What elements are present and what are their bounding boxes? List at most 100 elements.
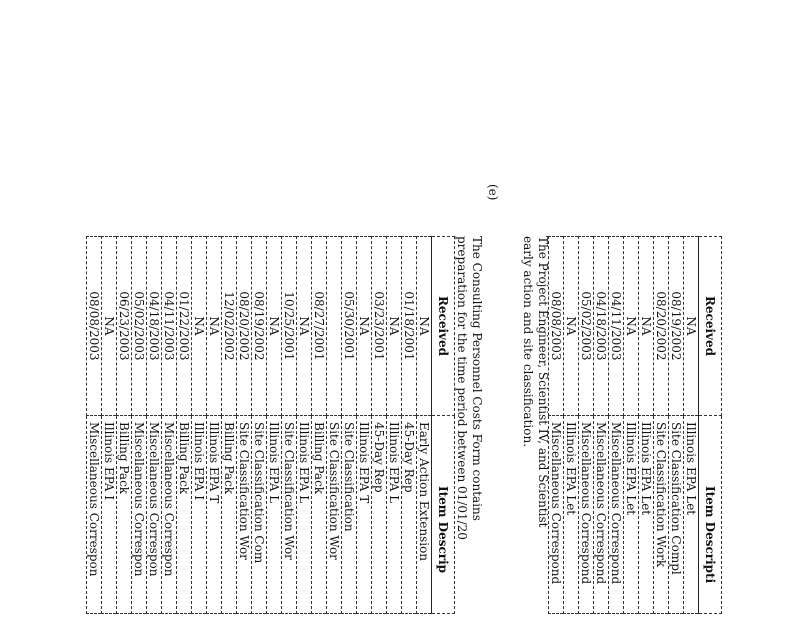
table-row: NA Illinois EPA Let <box>683 236 699 614</box>
header-received: Received <box>431 236 455 416</box>
item-description-cell: Billing Pack <box>221 415 237 614</box>
table-row: 04/18/2003 Miscellaneous Correspond <box>593 236 609 614</box>
received-date-cell: 08/20/2002 <box>653 236 669 416</box>
item-description-cell: Site Classification Wor <box>236 415 252 614</box>
item-description-cell: Illinois EPA L <box>386 415 402 614</box>
paragraph-project-engineer: The Project Engineer, Scientist IV, and … <box>520 236 550 614</box>
received-date-cell: NA <box>386 236 402 416</box>
received-items-table-1: Received Item Descripti NA Illinois EPA L… <box>548 236 722 614</box>
received-date-cell: 05/02/2003 <box>578 236 594 416</box>
received-date-cell: 05/02/2003 <box>131 236 147 416</box>
received-date-cell: NA <box>296 236 312 416</box>
item-description-cell: Miscellaneous Correspon <box>161 415 177 614</box>
item-description-cell: Illinois EPA L <box>266 415 282 614</box>
table-row: 08/20/2002 Site Classification Work <box>653 236 669 614</box>
received-date-cell: NA <box>206 236 222 416</box>
item-description-cell: 45-Day Rep <box>401 415 417 614</box>
table-row: 08/27/2001 Billing Pack <box>311 236 327 614</box>
item-description-cell: Illinois EPA L <box>296 415 312 614</box>
received-date-cell: 03/23/2001 <box>371 236 387 416</box>
item-description-cell: Illinois EPA T <box>206 415 222 614</box>
table-row: 05/02/2003 Miscellaneous Correspon <box>131 236 147 614</box>
table-row: NA Illinois EPA T <box>356 236 372 614</box>
received-date-cell: NA <box>623 236 639 416</box>
received-date-cell: NA <box>356 236 372 416</box>
table-row: 05/02/2003 Miscellaneous Correspond <box>578 236 594 614</box>
item-description-cell: Miscellaneous Correspon <box>146 415 162 614</box>
table-row: 06/23/2003 Billing Pack <box>116 236 132 614</box>
table-row: 05/30/2001 Site Classification <box>341 236 357 614</box>
table-row: NA Illinois EPA I <box>191 236 207 614</box>
table-row: NA Illinois EPA T <box>206 236 222 614</box>
received-date-cell: 06/23/2003 <box>116 236 132 416</box>
header-item-description: Item Descripti <box>698 415 722 614</box>
item-description-cell: Site Classification <box>341 415 357 614</box>
item-description-cell: Billing Pack <box>116 415 132 614</box>
paragraph-line: preparation for the time period between … <box>455 236 469 540</box>
table-row: NA Illinois EPA L <box>386 236 402 614</box>
table-row: NA Illinois EPA Let <box>563 236 579 614</box>
received-date-cell: 08/19/2002 <box>668 236 684 416</box>
paragraph-line: The Consulting Personnel Costs Form cont… <box>470 236 484 521</box>
table-row: 12/02/2002 Billing Pack <box>221 236 237 614</box>
table-row: Site Classification Wor <box>326 236 342 614</box>
table-row: 01/22/2003 Billing Pack <box>176 236 192 614</box>
received-date-cell: NA <box>266 236 282 416</box>
item-description-cell: Site Classification Wor <box>326 415 342 614</box>
received-date-cell: 10/25/2001 <box>281 236 297 416</box>
received-date-cell: 08/19/2002 <box>251 236 267 416</box>
table-row: NA Illinois EPA Let <box>623 236 639 614</box>
received-date-cell: 01/22/2003 <box>176 236 192 416</box>
item-description-cell: Illinois EPA Let <box>623 415 639 614</box>
item-description-cell: Billing Pack <box>176 415 192 614</box>
item-description-cell: Site Classification Work <box>653 415 669 614</box>
item-description-cell: Miscellaneous Correspon <box>86 415 102 614</box>
received-date-cell: 04/11/2003 <box>161 236 177 416</box>
paragraph-line: The Project Engineer, Scientist IV, and … <box>536 236 550 528</box>
item-description-cell: Billing Pack <box>311 415 327 614</box>
received-date-cell: 04/18/2003 <box>146 236 162 416</box>
table-row: 04/11/2003 Miscellaneous Correspon <box>161 236 177 614</box>
table-row: NA Illinois EPA Let <box>638 236 654 614</box>
item-description-cell: Miscellaneous Correspond <box>608 415 624 614</box>
item-description-cell: Illinois EPA I <box>191 415 207 614</box>
table-row: 08/08/2003 Miscellaneous Correspond <box>548 236 564 614</box>
received-date-cell: 08/20/2002 <box>236 236 252 416</box>
received-date-cell: NA <box>101 236 117 416</box>
section-label: (e) <box>486 184 500 201</box>
item-description-cell: Site Classification Wor <box>281 415 297 614</box>
received-date-cell: 08/27/2001 <box>311 236 327 416</box>
item-description-cell: Site Classification Com <box>251 415 267 614</box>
received-date-cell: 04/18/2003 <box>593 236 609 416</box>
item-description-cell: Early Action Extension <box>416 415 432 614</box>
received-items-table-2: Received Item Descrip NA Early Action Ext… <box>86 236 455 614</box>
item-description-cell: Illinois EPA T <box>356 415 372 614</box>
item-description-cell: Site Classification Compl <box>668 415 684 614</box>
table-row: 08/19/2002 Site Classification Com <box>251 236 267 614</box>
table-row: 08/19/2002 Site Classification Compl <box>668 236 684 614</box>
received-date-cell: NA <box>416 236 432 416</box>
received-date-cell: 04/11/2003 <box>608 236 624 416</box>
header-item-description: Item Descrip <box>431 415 455 614</box>
received-date-cell: NA <box>638 236 654 416</box>
item-description-cell: Miscellaneous Correspond <box>578 415 594 614</box>
received-date-cell: NA <box>191 236 207 416</box>
received-date-cell: NA <box>563 236 579 416</box>
paragraph-consulting-costs: The Consulting Personnel Costs Form cont… <box>454 236 484 614</box>
received-date-cell: 08/08/2003 <box>548 236 564 416</box>
item-description-cell: 45-Day Rep <box>371 415 387 614</box>
item-description-cell: Illinois EPA I <box>101 415 117 614</box>
item-description-cell: Illinois EPA Let <box>563 415 579 614</box>
header-received: Received <box>698 236 722 416</box>
item-description-cell: Miscellaneous Correspond <box>593 415 609 614</box>
table-row: 04/11/2003 Miscellaneous Correspond <box>608 236 624 614</box>
received-date-cell: NA <box>683 236 699 416</box>
item-description-cell: Illinois EPA Let <box>683 415 699 614</box>
table-row: NA Early Action Extension <box>416 236 432 614</box>
paragraph-line: early action and site classification. <box>521 236 535 448</box>
table-row: NA Illinois EPA L <box>266 236 282 614</box>
table-row: 10/25/2001 Site Classification Wor <box>281 236 297 614</box>
item-description-cell: Illinois EPA Let <box>638 415 654 614</box>
received-date-cell: 12/02/2002 <box>221 236 237 416</box>
table-row: 08/08/2003 Miscellaneous Correspon <box>86 236 102 614</box>
